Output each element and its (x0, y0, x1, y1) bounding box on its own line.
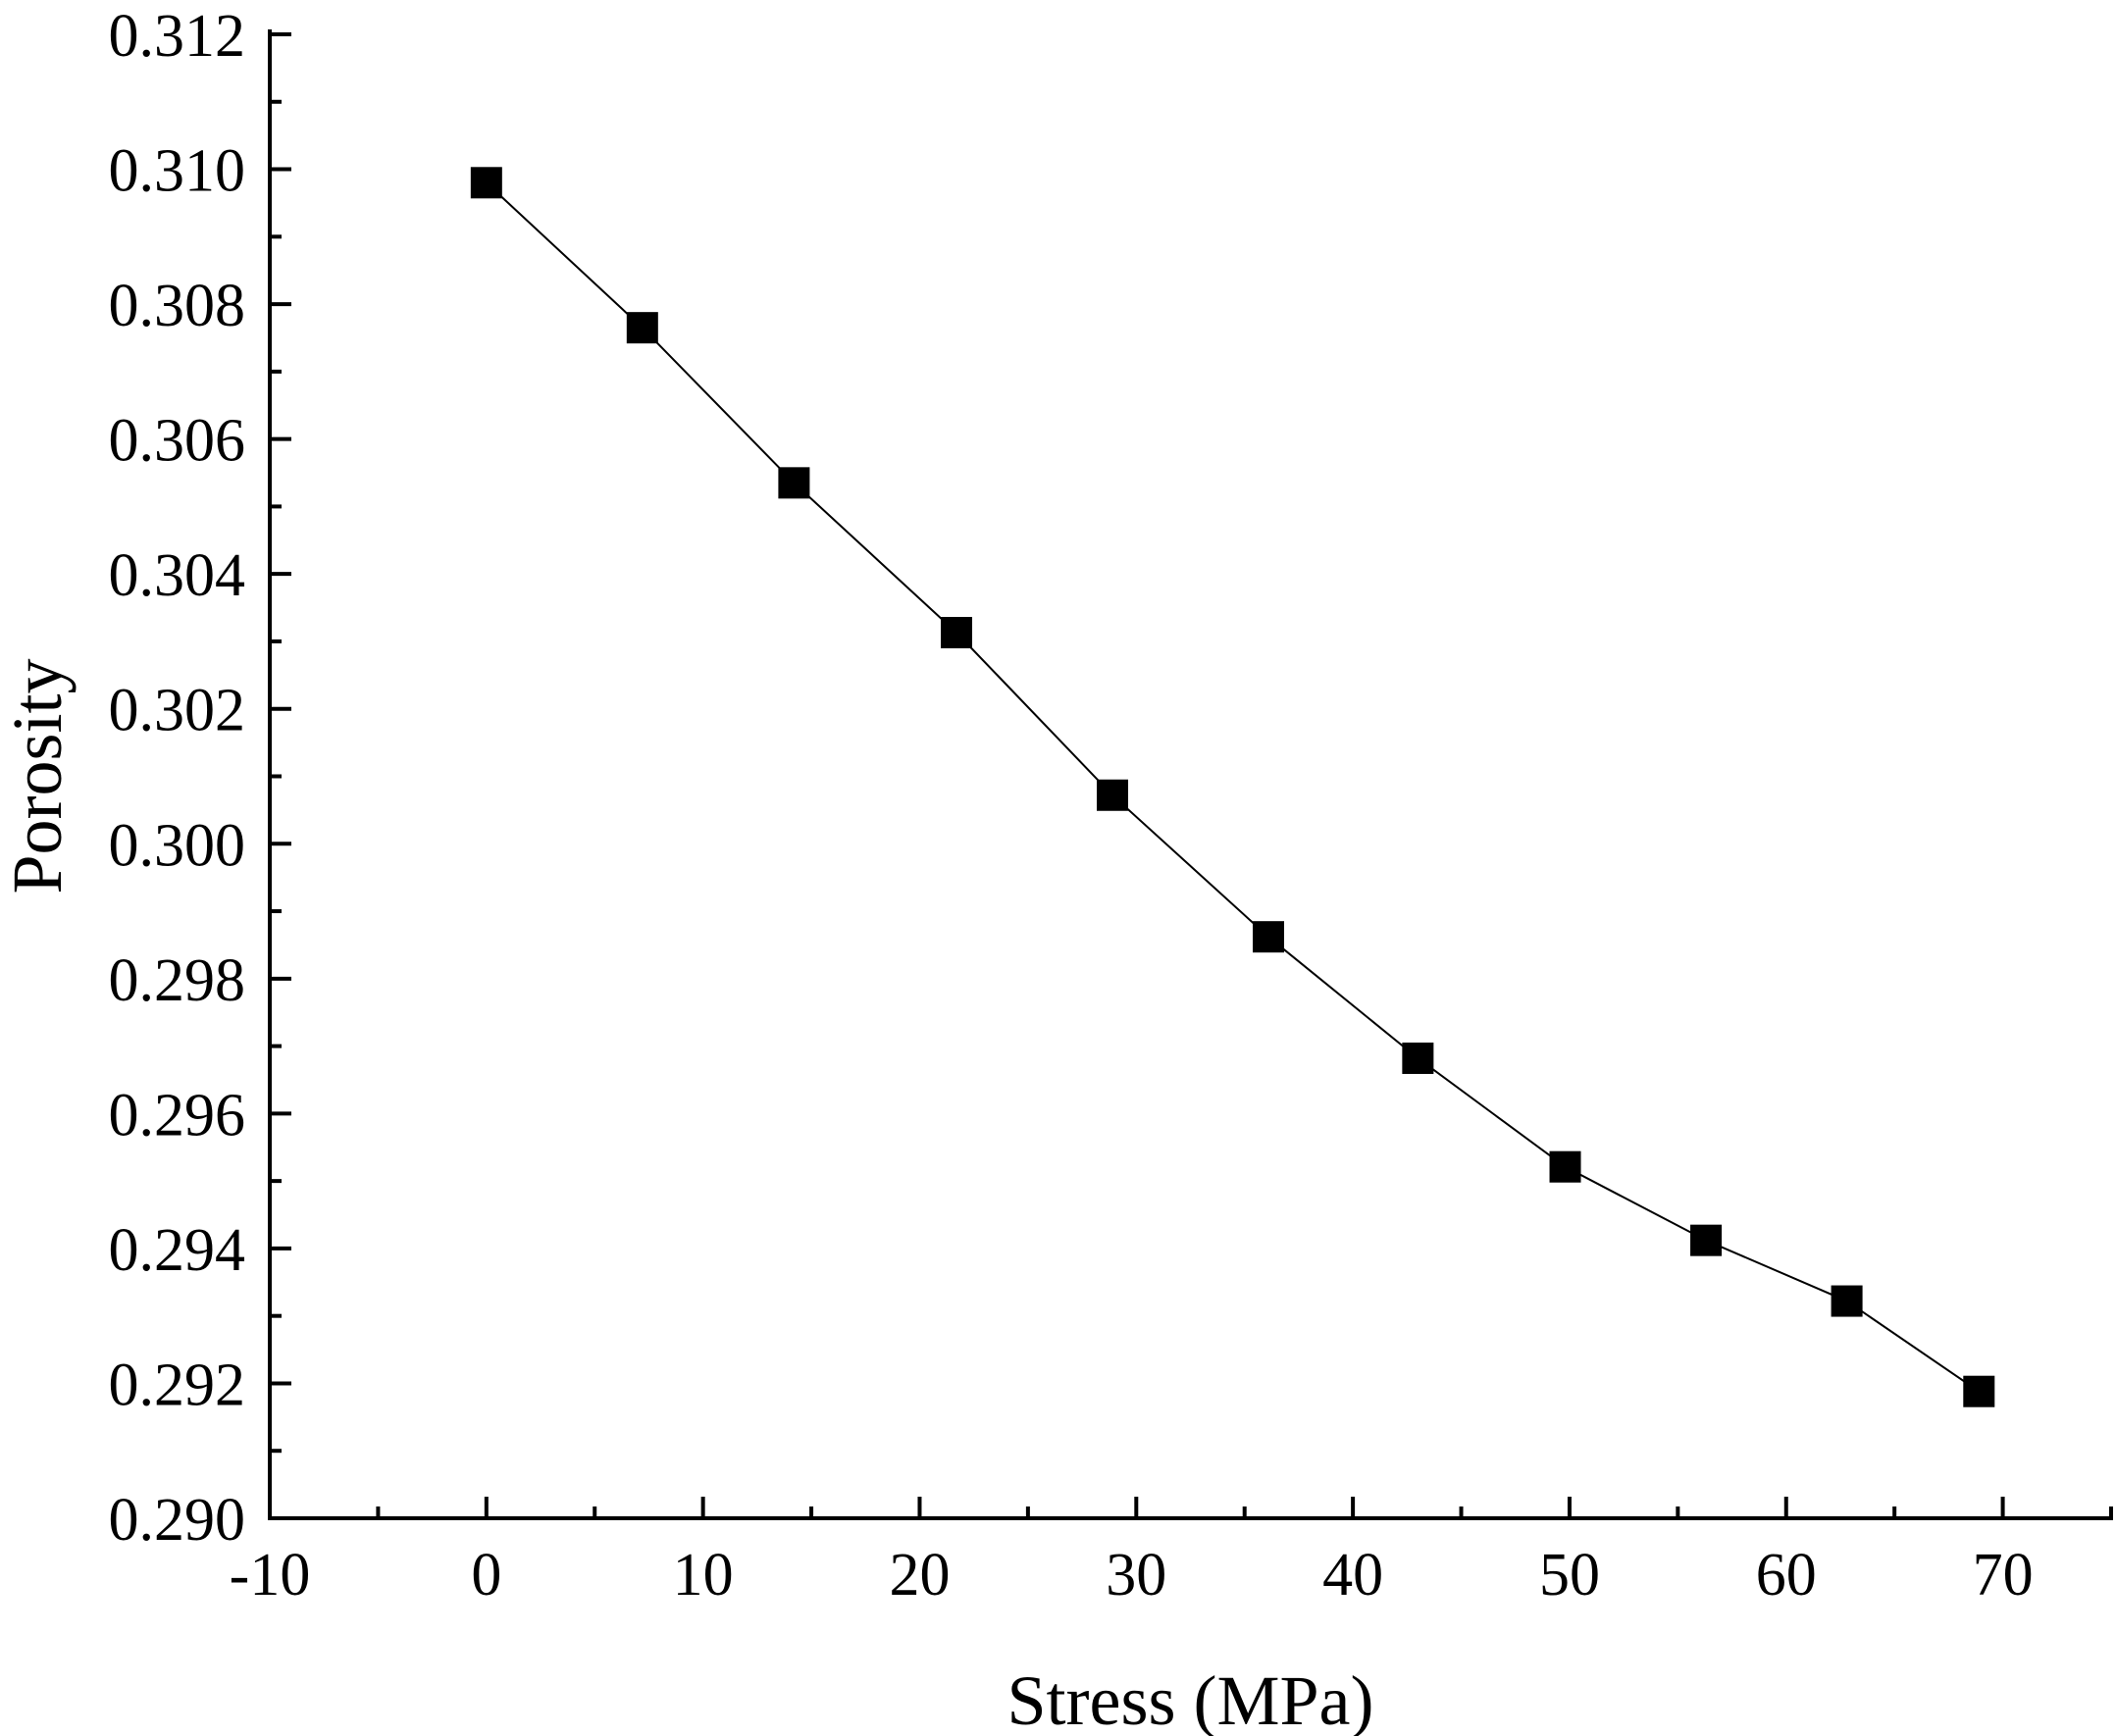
y-tick-label: 0.290 (109, 1487, 246, 1554)
x-tick-label: 40 (1322, 1542, 1383, 1608)
data-point-marker (626, 312, 658, 344)
x-axis-ticks: -10 0 10 20 30 40 50 60 70 (230, 1497, 2113, 1608)
y-tick-label: 0.308 (109, 273, 246, 339)
y-tick-label: 0.296 (109, 1082, 246, 1149)
y-tick-label: 0.292 (109, 1352, 246, 1418)
series-line-group (486, 181, 1980, 1393)
x-tick-label: 70 (1973, 1542, 2034, 1608)
data-point-marker (1402, 1042, 1434, 1074)
x-tick-label: -10 (230, 1542, 311, 1608)
x-tick-label: 20 (889, 1542, 950, 1608)
x-tick-label: 0 (471, 1542, 501, 1608)
y-tick-label: 0.300 (109, 812, 246, 879)
x-tick-label: 30 (1106, 1542, 1166, 1608)
y-axis-ticks: 0.290 0.292 0.294 0.296 0.298 0.300 0.302 0.304… (109, 3, 291, 1554)
series-line (486, 181, 1980, 1393)
series-markers-group (470, 167, 1995, 1407)
data-point-marker (941, 617, 973, 649)
data-point-marker (470, 167, 502, 199)
y-tick-label: 0.306 (109, 408, 246, 475)
y-axis-title: Porosity (0, 658, 77, 894)
data-point-marker (1097, 779, 1129, 811)
y-tick-label: 0.310 (109, 138, 246, 205)
x-axis-title: Stress (MPa) (1007, 1661, 1374, 1736)
y-tick-label: 0.312 (109, 3, 246, 70)
data-point-marker (1690, 1224, 1723, 1256)
data-point-marker (1252, 921, 1284, 953)
x-tick-label: 10 (673, 1542, 734, 1608)
x-tick-label: 60 (1756, 1542, 1817, 1608)
data-point-marker (1831, 1285, 1863, 1317)
data-point-marker (778, 467, 810, 499)
y-tick-label: 0.294 (109, 1217, 246, 1284)
y-tick-label: 0.304 (109, 542, 246, 609)
y-tick-label: 0.298 (109, 947, 246, 1014)
x-tick-label: 50 (1539, 1542, 1600, 1608)
data-point-marker (1549, 1150, 1581, 1183)
y-tick-label: 0.302 (109, 678, 246, 744)
data-point-marker (1963, 1375, 1995, 1407)
